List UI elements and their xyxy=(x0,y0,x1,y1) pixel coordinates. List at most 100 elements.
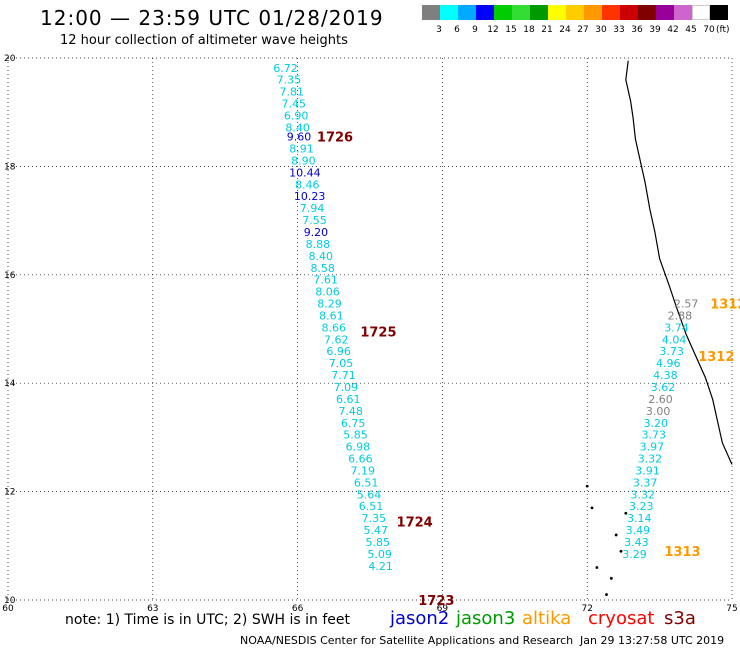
swh-value: 3.20 xyxy=(643,417,668,430)
swh-value: 3.37 xyxy=(633,476,658,489)
swh-value: 3.14 xyxy=(627,512,652,525)
swh-value: 6.51 xyxy=(359,500,384,513)
island-dot xyxy=(595,566,599,569)
swh-value: 7.19 xyxy=(351,464,376,477)
pass-number: 1313 xyxy=(664,545,700,560)
swh-value: 6.61 xyxy=(336,393,361,406)
color-scale-units: (ft) xyxy=(716,25,730,35)
color-scale-swatch xyxy=(422,5,440,20)
swh-value: 3.23 xyxy=(629,500,654,513)
color-scale-swatch xyxy=(620,5,638,20)
swh-value: 7.09 xyxy=(334,381,359,394)
credit-line: NOAA/NESDIS Center for Satellite Applica… xyxy=(240,634,574,647)
swh-value: 3.43 xyxy=(624,536,649,549)
lat-tick-label: 10 xyxy=(4,596,16,606)
pass-number: 1724 xyxy=(397,515,433,530)
swh-value: 7.71 xyxy=(331,369,356,382)
color-scale-swatch xyxy=(530,5,548,20)
swh-value: 4.04 xyxy=(662,333,687,346)
color-scale-swatch xyxy=(602,5,620,20)
swh-value: 3.32 xyxy=(630,488,655,501)
swh-value: 9.60 xyxy=(287,131,312,144)
swh-value: 8.29 xyxy=(317,298,342,311)
satellite-legend-item: cryosat xyxy=(588,608,655,629)
swh-value: 5.85 xyxy=(343,429,368,442)
swh-value: 7.61 xyxy=(313,274,338,287)
lat-lon-grid xyxy=(7,57,733,601)
lon-tick-label: 69 xyxy=(437,604,449,614)
swh-value: 7.35 xyxy=(277,74,302,87)
island-dot xyxy=(609,576,613,580)
coastline-path xyxy=(625,60,733,465)
map-subtitle: 12 hour collection of altimeter wave hei… xyxy=(60,33,348,48)
swh-value: 5.47 xyxy=(364,524,389,537)
swh-value: 8.61 xyxy=(319,309,344,322)
swh-value: 4.21 xyxy=(368,560,393,573)
lat-tick-label: 18 xyxy=(4,162,16,172)
swh-value: 10.44 xyxy=(289,166,321,179)
color-scale-label: 12 xyxy=(487,25,499,35)
color-scale-label: 24 xyxy=(559,25,571,35)
swh-value: 3.97 xyxy=(640,441,665,454)
swh-value: 8.46 xyxy=(295,178,320,191)
satellite-legend-item: altika xyxy=(522,608,572,629)
lat-tick-label: 12 xyxy=(4,488,15,498)
swh-value: 5.64 xyxy=(357,488,382,501)
swh-value: 5.85 xyxy=(365,536,390,549)
color-scale-label: 15 xyxy=(505,25,517,35)
color-scale-swatch xyxy=(494,5,512,20)
swh-value: 4.96 xyxy=(656,357,681,370)
lat-tick-label: 16 xyxy=(4,271,16,281)
swh-value: 6.75 xyxy=(341,417,366,430)
color-scale-label: 33 xyxy=(613,25,625,35)
swh-value: 6.90 xyxy=(284,109,309,122)
satellite-legend-item: jason3 xyxy=(456,608,516,629)
swh-value: 6.72 xyxy=(273,62,298,75)
color-scale-swatch xyxy=(692,5,710,20)
color-scale-label: 30 xyxy=(595,25,607,35)
swh-value: 3.00 xyxy=(646,405,671,418)
swh-value: 3.91 xyxy=(635,464,660,477)
swh-points: 6.727.357.817.456.908.409.608.918.9010.4… xyxy=(273,62,698,573)
pass-number: 1312 xyxy=(698,350,734,365)
satellite-legend-item: jason2 xyxy=(390,608,450,629)
swh-value: 8.58 xyxy=(310,262,335,275)
generation-timestamp: Jan 29 13:27:58 UTC 2019 xyxy=(580,634,725,647)
swh-value: 8.66 xyxy=(322,321,347,334)
pass-number: 1723 xyxy=(418,594,454,609)
color-scale-label: 6 xyxy=(454,25,460,35)
color-scale-swatch xyxy=(638,5,656,20)
swh-value: 9.20 xyxy=(304,226,329,239)
color-scale-label: 18 xyxy=(523,25,535,35)
lat-tick-label: 20 xyxy=(4,54,16,64)
satellite-legend-item: s3a xyxy=(664,608,696,629)
color-scale-swatch xyxy=(548,5,566,20)
swh-value: 7.05 xyxy=(329,357,354,370)
map-title: 12:00 — 23:59 UTC 01/28/2019 xyxy=(40,6,384,30)
color-scale-label: 70 xyxy=(703,25,715,35)
swh-value: 7.81 xyxy=(280,86,305,99)
color-scale-swatch xyxy=(584,5,602,20)
color-scale-swatch xyxy=(710,5,728,20)
swh-value: 3.73 xyxy=(659,345,684,358)
color-scale-label: 39 xyxy=(649,25,661,35)
swh-value: 10.23 xyxy=(294,190,326,203)
island-dot xyxy=(585,484,589,488)
lon-tick-label: 72 xyxy=(581,604,592,614)
swh-value: 7.45 xyxy=(281,98,306,111)
swh-value: 3.29 xyxy=(622,548,647,561)
lon-tick-label: 66 xyxy=(292,604,304,614)
color-scale-label: 3 xyxy=(436,25,442,35)
swh-value: 3.49 xyxy=(626,524,651,537)
lon-tick-label: 60 xyxy=(2,604,14,614)
swh-value: 8.40 xyxy=(285,121,310,134)
swh-value: 7.35 xyxy=(362,512,387,525)
swh-value: 7.55 xyxy=(302,214,327,227)
color-scale-swatch xyxy=(566,5,584,20)
swh-value: 8.40 xyxy=(309,250,334,263)
swh-value: 6.98 xyxy=(346,441,371,454)
swh-value: 7.94 xyxy=(300,202,325,215)
swh-value: 8.88 xyxy=(306,238,331,251)
lon-tick-label: 75 xyxy=(726,604,737,614)
